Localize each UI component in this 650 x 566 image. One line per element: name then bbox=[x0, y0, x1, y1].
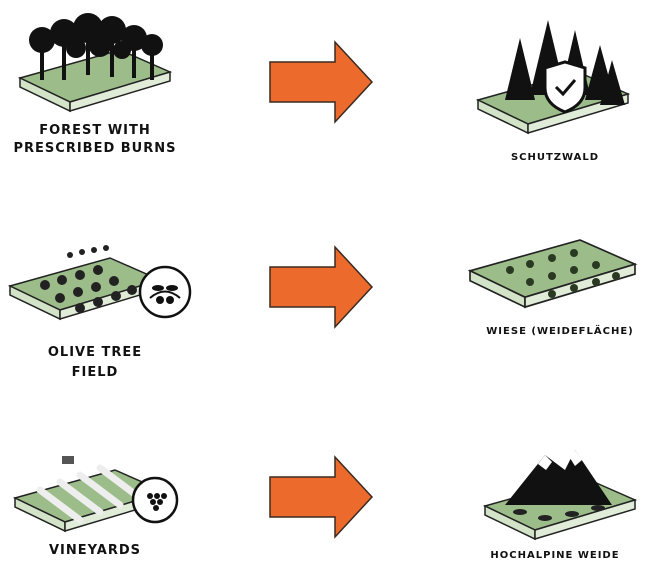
hochalpine-illustration bbox=[485, 450, 635, 539]
olive-field-illustration-part bbox=[166, 285, 178, 291]
olive-field-illustration-part-part bbox=[103, 245, 109, 251]
olive-field-illustration-part-part bbox=[79, 249, 85, 255]
olive-field-illustration-part-part bbox=[75, 270, 85, 280]
arrow bbox=[270, 42, 372, 122]
olive-field-illustration-part bbox=[156, 296, 164, 304]
olive-field-illustration-part-part bbox=[40, 280, 50, 290]
forest-illustration-part-part bbox=[89, 35, 111, 57]
vineyards-illustration-part-part bbox=[147, 493, 153, 499]
forest-illustration bbox=[20, 13, 170, 111]
vineyards-illustration-part-part bbox=[150, 499, 156, 505]
wiese-illustration-part-part bbox=[548, 290, 556, 298]
olive-field-illustration-part-part bbox=[127, 285, 137, 295]
wiese-illustration-part-part bbox=[548, 272, 556, 280]
arrow bbox=[270, 457, 372, 537]
hochalpine-illustration-part-part bbox=[591, 505, 605, 511]
olive-field-illustration-part-part bbox=[73, 287, 83, 297]
hochalpine-illustration-part bbox=[505, 450, 612, 505]
schutzwald-illustration-part-part bbox=[505, 38, 535, 100]
vineyards-illustration-part-part bbox=[161, 493, 167, 499]
left-label: VINEYARDS bbox=[49, 543, 141, 558]
vineyards-illustration-part-part bbox=[154, 493, 160, 499]
hochalpine-illustration-part-part bbox=[565, 511, 579, 517]
vineyards-illustration-part-part bbox=[157, 499, 163, 505]
right-label: WIESE (WEIDEFLÄCHE) bbox=[486, 323, 633, 337]
forest-illustration-part-part bbox=[113, 41, 131, 59]
olive-field-illustration-part bbox=[166, 296, 174, 304]
olive-field-illustration-part bbox=[10, 258, 160, 319]
vineyards-illustration-part-part bbox=[153, 505, 159, 511]
olive-field-illustration-part-part bbox=[57, 275, 67, 285]
schutzwald-illustration-part bbox=[545, 62, 585, 112]
schutzwald-illustration bbox=[478, 20, 628, 133]
wiese-illustration bbox=[470, 240, 635, 307]
olive-field-illustration-part-part bbox=[55, 293, 65, 303]
wiese-illustration-part-part bbox=[570, 266, 578, 274]
wiese-illustration-part-part bbox=[548, 254, 556, 262]
wiese-illustration-part-part bbox=[612, 272, 620, 280]
vineyards-illustration bbox=[15, 456, 177, 531]
wiese-illustration-part-part bbox=[506, 266, 514, 274]
wiese-illustration-part-part bbox=[570, 249, 578, 257]
wiese-illustration-part-part bbox=[526, 278, 534, 286]
left-label: FOREST WITH bbox=[39, 123, 151, 138]
olive-field-illustration-part-part bbox=[93, 297, 103, 307]
olive-field-illustration-part-part bbox=[75, 303, 85, 313]
wiese-illustration-part-part bbox=[592, 278, 600, 286]
olive-field-illustration-part-part bbox=[93, 265, 103, 275]
wiese-illustration-part-part bbox=[526, 260, 534, 268]
olive-field-illustration-part-part bbox=[111, 291, 121, 301]
hochalpine-illustration-part-part bbox=[538, 515, 552, 521]
hochalpine-illustration-part-part bbox=[513, 509, 527, 515]
olive-field-illustration-part-part bbox=[109, 276, 119, 286]
wiese-illustration-part-part bbox=[570, 284, 578, 292]
arrow bbox=[270, 247, 372, 327]
left-label: OLIVE TREE bbox=[48, 345, 142, 360]
olive-field-illustration bbox=[10, 245, 190, 319]
wiese-illustration-part-part bbox=[592, 261, 600, 269]
olive-field-illustration-part-part bbox=[91, 247, 97, 253]
page: FOREST WITH PRESCRIBED BURNS SCHUTZWALD … bbox=[0, 0, 650, 566]
forest-illustration-part-part bbox=[66, 38, 86, 58]
forest-illustration-part-part bbox=[141, 34, 163, 56]
diagram: FOREST WITH PRESCRIBED BURNS SCHUTZWALD … bbox=[0, 0, 650, 566]
right-label: HOCHALPINE WEIDE bbox=[490, 550, 619, 561]
olive-field-illustration-part-part bbox=[91, 282, 101, 292]
left-label: FIELD bbox=[72, 365, 119, 380]
vineyards-illustration-part bbox=[62, 456, 74, 464]
right-label: SCHUTZWALD bbox=[511, 152, 599, 163]
olive-field-illustration-part bbox=[152, 285, 164, 291]
olive-field-illustration-part-part bbox=[67, 252, 73, 258]
left-label: PRESCRIBED BURNS bbox=[14, 141, 177, 156]
